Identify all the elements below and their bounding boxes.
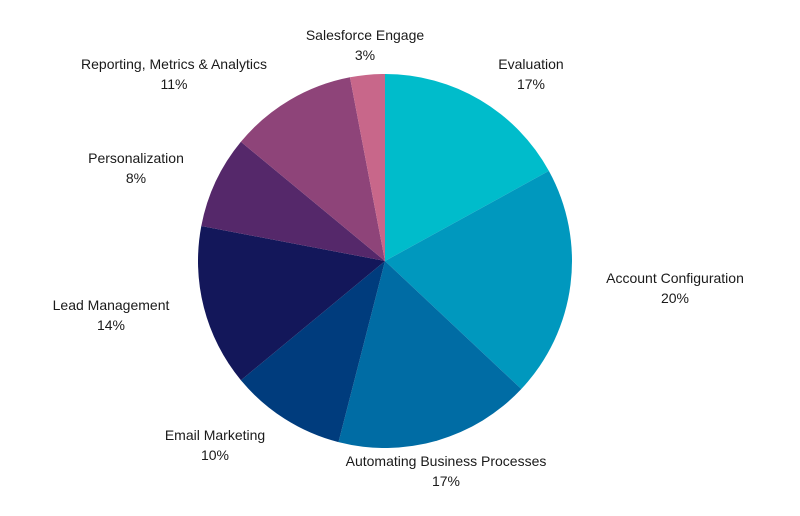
label-automating-business-processes: Automating Business Processes 17% <box>346 451 547 491</box>
label-salesforce-engage: Salesforce Engage 3% <box>306 25 424 65</box>
slice-reporting-metrics-analytics <box>240 77 385 261</box>
label-evaluation-name: Evaluation <box>498 56 564 72</box>
slice-personalization <box>201 141 385 261</box>
label-salesforce-engage-name: Salesforce Engage <box>305 27 425 43</box>
label-account-configuration-name: Account Configuration <box>606 270 744 286</box>
slice-evaluation <box>385 74 549 261</box>
label-automating-business-processes-name: Automating Business Processes <box>345 453 547 469</box>
label-reporting-metrics-analytics-name: Reporting, Metrics & Analytics <box>81 56 267 72</box>
label-reporting-metrics-analytics-value: 11% <box>160 76 188 92</box>
label-account-configuration: Account Configuration 20% <box>606 268 744 308</box>
label-evaluation-value: 17% <box>516 76 546 92</box>
label-lead-management-name: Lead Management <box>52 297 170 313</box>
label-lead-management-value: 14% <box>96 317 126 333</box>
slice-email-marketing <box>240 261 385 443</box>
slice-account-configuration <box>385 170 573 390</box>
label-automating-business-processes-value: 17% <box>431 473 461 489</box>
label-lead-management: Lead Management 14% <box>53 295 170 335</box>
label-email-marketing: Email Marketing 10% <box>165 425 265 465</box>
label-personalization-value: 8% <box>125 170 147 186</box>
label-email-marketing-value: 10% <box>200 447 230 463</box>
slice-lead-management <box>197 225 385 381</box>
label-personalization: Personalization 8% <box>88 148 184 188</box>
label-email-marketing-name: Email Marketing <box>164 427 266 443</box>
label-salesforce-engage-value: 3% <box>354 47 376 63</box>
label-reporting-metrics-analytics: Reporting, Metrics & Analytics 11% <box>81 54 267 94</box>
label-evaluation: Evaluation 17% <box>498 54 563 94</box>
label-account-configuration-value: 20% <box>660 290 690 306</box>
slice-automating-business-processes <box>338 261 522 449</box>
label-personalization-name: Personalization <box>88 150 184 166</box>
slice-salesforce-engage <box>349 73 385 261</box>
